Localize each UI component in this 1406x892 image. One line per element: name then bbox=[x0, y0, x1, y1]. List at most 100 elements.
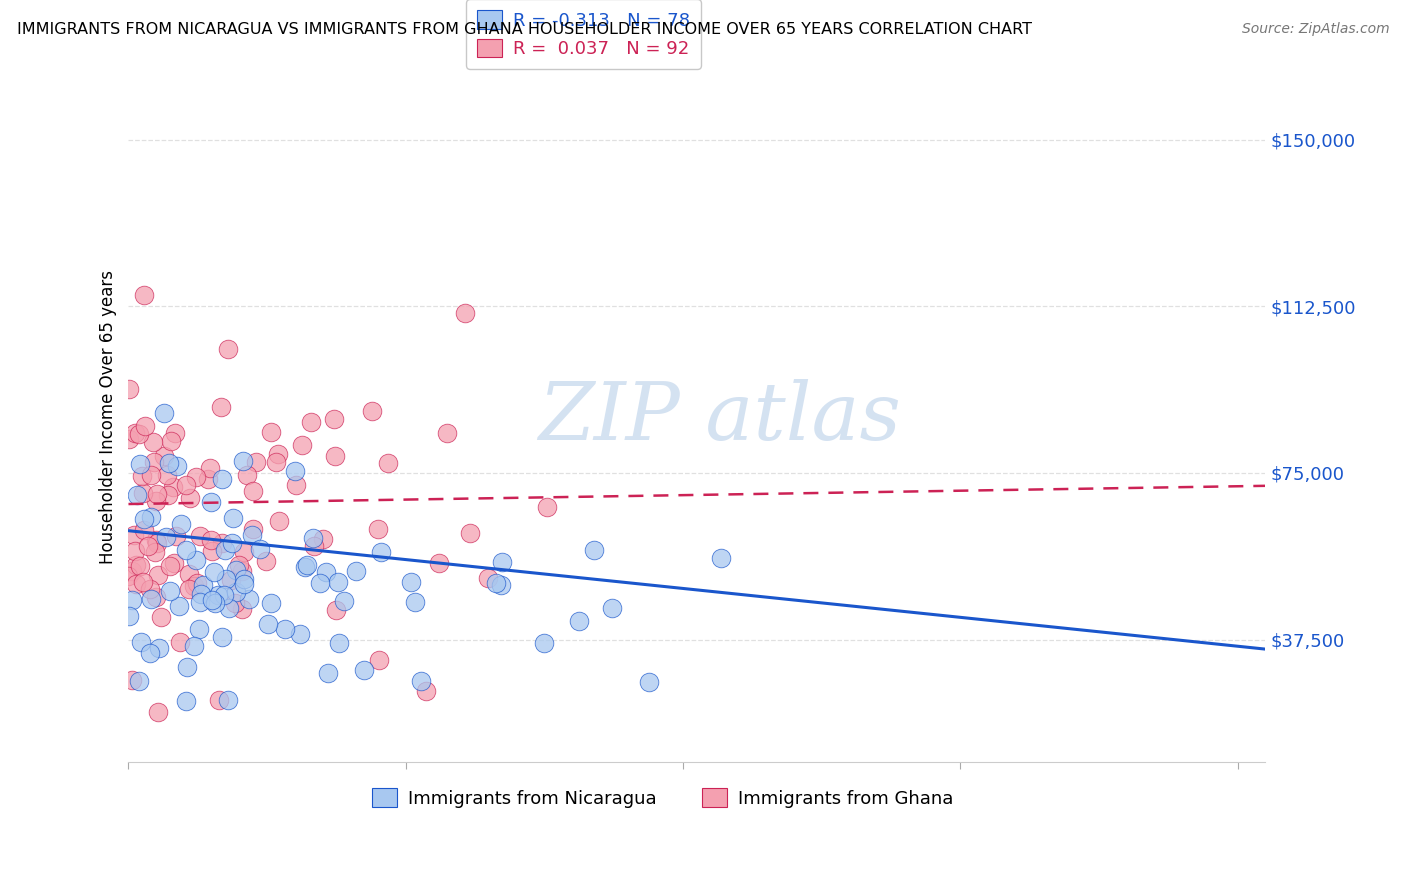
Point bbox=[149, 610, 172, 624]
Point bbox=[121, 564, 143, 578]
Point bbox=[157, 456, 180, 470]
Point bbox=[333, 593, 356, 607]
Point bbox=[188, 595, 211, 609]
Point bbox=[328, 636, 350, 650]
Point bbox=[399, 574, 422, 589]
Point bbox=[170, 516, 193, 531]
Point bbox=[427, 556, 450, 570]
Point bbox=[188, 529, 211, 543]
Point bbox=[232, 573, 254, 587]
Point bbox=[222, 511, 245, 525]
Point bbox=[212, 588, 235, 602]
Point bbox=[491, 555, 513, 569]
Point bbox=[142, 435, 165, 450]
Point bbox=[232, 453, 254, 467]
Point bbox=[436, 426, 458, 441]
Point bbox=[219, 573, 242, 587]
Point bbox=[143, 455, 166, 469]
Text: Source: ZipAtlas.com: Source: ZipAtlas.com bbox=[1241, 22, 1389, 37]
Point bbox=[242, 483, 264, 498]
Point bbox=[217, 692, 239, 706]
Point bbox=[249, 541, 271, 556]
Point bbox=[145, 590, 167, 604]
Point bbox=[370, 545, 392, 559]
Point bbox=[225, 563, 247, 577]
Point bbox=[200, 533, 222, 548]
Point bbox=[128, 558, 150, 573]
Point bbox=[238, 591, 260, 606]
Point bbox=[404, 594, 426, 608]
Point bbox=[121, 673, 143, 687]
Point bbox=[231, 601, 253, 615]
Point bbox=[145, 533, 167, 547]
Point bbox=[257, 617, 280, 632]
Point bbox=[139, 510, 162, 524]
Point bbox=[166, 458, 188, 473]
Point bbox=[128, 673, 150, 688]
Point bbox=[217, 342, 239, 356]
Point bbox=[638, 675, 661, 690]
Point bbox=[165, 529, 187, 543]
Point bbox=[163, 556, 186, 570]
Point bbox=[169, 635, 191, 649]
Point bbox=[353, 663, 375, 677]
Point bbox=[315, 566, 337, 580]
Point bbox=[141, 591, 163, 606]
Point bbox=[485, 576, 508, 591]
Point bbox=[264, 455, 287, 469]
Point bbox=[125, 577, 148, 591]
Point bbox=[236, 468, 259, 483]
Point bbox=[225, 584, 247, 599]
Point bbox=[183, 579, 205, 593]
Point bbox=[710, 551, 733, 566]
Point bbox=[153, 449, 176, 463]
Point bbox=[179, 491, 201, 505]
Point bbox=[167, 599, 190, 613]
Point bbox=[183, 639, 205, 653]
Point bbox=[132, 523, 155, 537]
Point bbox=[568, 614, 591, 628]
Point bbox=[124, 544, 146, 558]
Point bbox=[117, 569, 139, 583]
Point bbox=[242, 522, 264, 536]
Point bbox=[177, 567, 200, 582]
Point bbox=[159, 583, 181, 598]
Point bbox=[208, 693, 231, 707]
Point bbox=[160, 434, 183, 449]
Point bbox=[309, 575, 332, 590]
Point bbox=[533, 635, 555, 649]
Point bbox=[153, 406, 176, 420]
Point bbox=[138, 582, 160, 597]
Point bbox=[328, 575, 350, 590]
Point bbox=[284, 478, 307, 492]
Point bbox=[304, 539, 326, 553]
Point bbox=[177, 582, 200, 597]
Point bbox=[118, 382, 141, 396]
Point bbox=[274, 623, 297, 637]
Point bbox=[209, 401, 232, 415]
Point bbox=[145, 494, 167, 508]
Point bbox=[156, 488, 179, 502]
Point bbox=[344, 564, 367, 578]
Point bbox=[139, 646, 162, 660]
Point bbox=[290, 626, 312, 640]
Point bbox=[148, 640, 170, 655]
Point bbox=[129, 635, 152, 649]
Point bbox=[260, 597, 283, 611]
Point bbox=[132, 574, 155, 589]
Point bbox=[218, 601, 240, 615]
Point bbox=[118, 609, 141, 624]
Point bbox=[165, 426, 187, 441]
Point bbox=[145, 486, 167, 500]
Point bbox=[198, 461, 221, 475]
Point bbox=[266, 447, 288, 461]
Point bbox=[245, 455, 267, 469]
Point bbox=[231, 565, 253, 579]
Legend: Immigrants from Nicaragua, Immigrants from Ghana: Immigrants from Nicaragua, Immigrants fr… bbox=[366, 780, 960, 814]
Point bbox=[260, 425, 283, 440]
Y-axis label: Householder Income Over 65 years: Householder Income Over 65 years bbox=[100, 270, 117, 565]
Point bbox=[302, 531, 325, 545]
Point bbox=[190, 587, 212, 601]
Point bbox=[146, 706, 169, 720]
Point bbox=[294, 559, 316, 574]
